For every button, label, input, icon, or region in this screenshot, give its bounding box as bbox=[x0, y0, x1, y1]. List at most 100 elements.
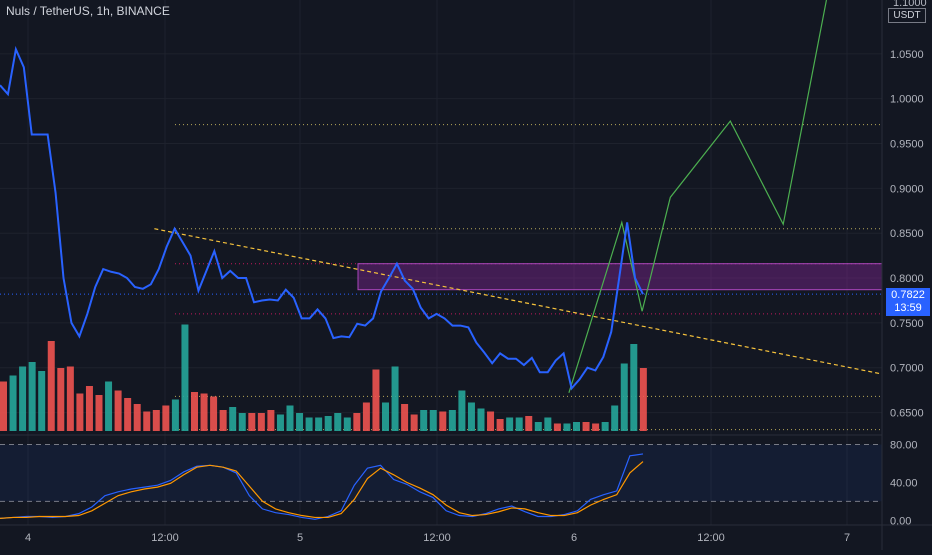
y-tick-label: 1.0500 bbox=[890, 49, 924, 61]
x-tick-label: 12:00 bbox=[697, 532, 725, 544]
y-tick-label-top: 1.1000 bbox=[893, 0, 927, 9]
price-line bbox=[0, 45, 644, 391]
volume-bar bbox=[95, 395, 103, 431]
volume-bar bbox=[191, 392, 198, 431]
volume-bar bbox=[592, 423, 600, 431]
volume-bar bbox=[391, 366, 399, 431]
volume-bar bbox=[410, 414, 418, 431]
volume-bar bbox=[181, 324, 189, 431]
volume-bar bbox=[601, 422, 609, 431]
volume-bar bbox=[563, 423, 571, 431]
x-tick-label: 5 bbox=[297, 532, 303, 544]
volume-bar bbox=[38, 371, 46, 431]
volume-bar bbox=[573, 422, 580, 431]
volume-bar bbox=[19, 366, 27, 431]
last-price-tag: 0.7822 13:59 bbox=[886, 288, 930, 316]
volume-bar bbox=[296, 413, 304, 431]
stoch-line-d bbox=[0, 461, 644, 519]
osc-y-tick-label: 80.00 bbox=[890, 439, 918, 451]
volume-bar bbox=[372, 369, 380, 431]
volume-bar bbox=[47, 341, 55, 431]
volume-bar bbox=[506, 417, 514, 431]
volume-bar bbox=[257, 413, 265, 431]
y-tick-label: 0.9500 bbox=[890, 139, 924, 151]
price-axis-bg bbox=[882, 0, 932, 550]
volume-bar bbox=[9, 375, 17, 431]
volume-bar bbox=[66, 366, 74, 431]
volume-bar bbox=[305, 417, 313, 431]
volume-bar bbox=[611, 405, 619, 431]
volume-bar bbox=[477, 408, 485, 431]
volume-bar bbox=[315, 417, 323, 431]
volume-bar bbox=[496, 419, 504, 431]
y-tick-label: 0.7500 bbox=[890, 318, 924, 330]
volume-bar bbox=[534, 422, 542, 431]
volume-bar bbox=[525, 416, 533, 431]
volume-bar bbox=[152, 410, 160, 431]
volume-bar bbox=[133, 404, 141, 431]
volume-bar bbox=[553, 423, 561, 431]
y-tick-label: 0.8500 bbox=[890, 228, 924, 240]
volume-bar bbox=[439, 411, 447, 431]
x-tick-label: 7 bbox=[844, 532, 850, 544]
y-tick-label: 0.7000 bbox=[890, 363, 924, 375]
volume-bar bbox=[544, 417, 552, 431]
y-tick-label: 0.6500 bbox=[890, 408, 924, 420]
last-price-value: 0.7822 bbox=[891, 289, 925, 301]
volume-bar bbox=[76, 393, 84, 431]
volume-bar bbox=[267, 410, 275, 431]
volume-bar bbox=[105, 381, 113, 431]
volume-bar bbox=[420, 410, 428, 431]
trendline bbox=[154, 228, 883, 375]
x-tick-label: 12:00 bbox=[151, 532, 179, 544]
volume-bar bbox=[515, 417, 523, 431]
volume-bar bbox=[219, 410, 227, 431]
bar-countdown: 13:59 bbox=[894, 302, 922, 314]
x-tick-label: 6 bbox=[571, 532, 577, 544]
volume-bar bbox=[458, 390, 466, 431]
volume-bar bbox=[630, 344, 638, 431]
volume-bar bbox=[582, 422, 590, 431]
x-tick-label: 12:00 bbox=[423, 532, 451, 544]
volume-bar bbox=[57, 368, 65, 431]
volume-bar bbox=[448, 410, 456, 431]
volume-bar bbox=[382, 402, 389, 431]
stoch-band bbox=[0, 444, 882, 502]
volume-bar bbox=[85, 386, 93, 431]
currency-unit-label: USDT bbox=[888, 8, 926, 23]
y-tick-label: 0.9000 bbox=[890, 183, 924, 195]
volume-bar bbox=[124, 398, 132, 431]
volume-bar bbox=[429, 410, 437, 431]
volume-bar bbox=[276, 414, 284, 431]
volume-bar bbox=[143, 411, 151, 431]
volume-bar bbox=[162, 405, 170, 431]
volume-bar bbox=[210, 396, 218, 431]
volume-bar bbox=[487, 411, 495, 431]
volume-bar bbox=[324, 416, 332, 431]
volume-bar bbox=[343, 417, 351, 431]
x-tick-label: 4 bbox=[25, 532, 31, 544]
volume-bar bbox=[620, 363, 628, 431]
symbol-title[interactable]: Nuls / TetherUS, 1h, BINANCE bbox=[6, 4, 170, 18]
volume-bar bbox=[467, 402, 475, 431]
volume-bar bbox=[114, 390, 122, 431]
volume-bar bbox=[200, 393, 208, 431]
volume-bar bbox=[28, 362, 36, 431]
y-tick-label: 1.0000 bbox=[890, 94, 924, 106]
volume-bar bbox=[401, 404, 409, 431]
volume-bar bbox=[362, 402, 370, 431]
volume-bar bbox=[334, 413, 342, 431]
volume-bar bbox=[238, 413, 246, 431]
projection-path bbox=[568, 0, 828, 394]
volume-bar bbox=[171, 399, 179, 431]
osc-y-tick-label: 40.00 bbox=[890, 477, 918, 489]
volume-bar bbox=[248, 413, 256, 431]
volume-bar bbox=[286, 405, 294, 431]
y-tick-label: 0.8000 bbox=[890, 273, 924, 285]
volume-bar bbox=[353, 413, 361, 431]
volume-bar bbox=[229, 407, 237, 431]
volume-bar bbox=[0, 381, 7, 431]
osc-y-tick-label: 0.00 bbox=[890, 515, 911, 527]
